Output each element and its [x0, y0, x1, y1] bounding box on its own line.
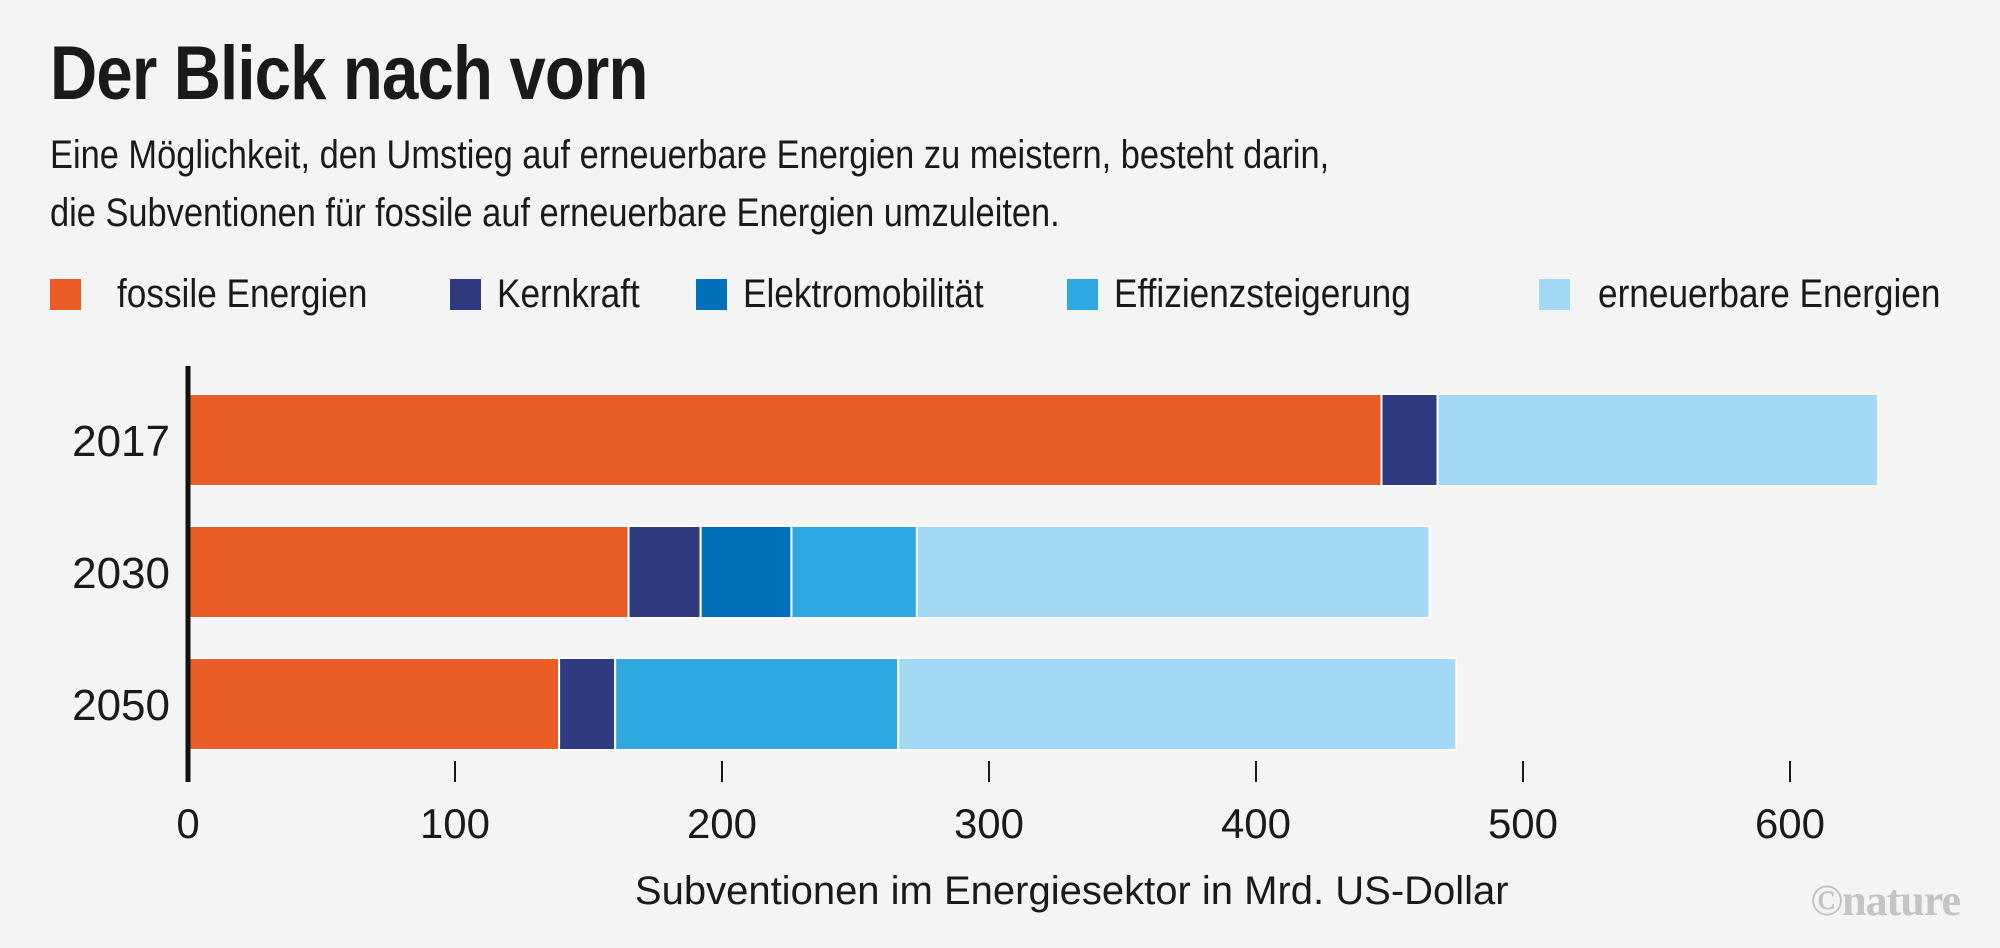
chart-legend: fossile Energien Kernkraft Elektromobili… — [50, 268, 1950, 320]
legend-swatch-erneuerbare-energien — [1539, 278, 1570, 310]
x-tick-label-300: 300 — [954, 800, 1024, 847]
bar-2017-kernkraft — [1380, 393, 1439, 487]
bar-2050-kernkraft — [558, 657, 617, 751]
legend-swatch-effizienzsteigerung — [1067, 278, 1098, 310]
bar-2030-erneuerbare-energien — [915, 525, 1431, 619]
legend-item-effizienzsteigerung: Effizienzsteigerung — [1067, 268, 1451, 320]
x-tick-label-500: 500 — [1488, 800, 1558, 847]
category-label-2030: 2030 — [72, 549, 170, 598]
subtitle-line-1: Eine Möglichkeit, den Umstieg auf erneue… — [50, 133, 1330, 177]
nature-credit: ©nature — [1810, 876, 1961, 925]
bar-2050-erneuerbare-energien — [897, 657, 1458, 751]
legend-item-fossile-energien: fossile Energien — [50, 268, 402, 320]
legend-swatch-fossile-energien — [50, 278, 81, 310]
bar-2030-fossile-energien — [187, 525, 630, 619]
legend-item-kernkraft: Kernkraft — [450, 268, 659, 320]
legend-swatch-kernkraft — [450, 278, 481, 310]
legend-label-effizienzsteigerung: Effizienzsteigerung — [1114, 271, 1411, 316]
bar-2017-erneuerbare-energien — [1436, 393, 1880, 487]
bar-2030-kernkraft — [627, 525, 702, 619]
x-tick-label-600: 600 — [1755, 800, 1825, 847]
x-tick-label-100: 100 — [420, 800, 490, 847]
legend-label-erneuerbare-energien: erneuerbare Energien — [1598, 271, 1941, 316]
x-tick-label-400: 400 — [1221, 800, 1291, 847]
chart-subtitle: Eine Möglichkeit, den Umstieg auf erneue… — [50, 126, 1329, 242]
x-tick-label-200: 200 — [687, 800, 757, 847]
bar-2030-elektromobilitaet — [699, 525, 793, 619]
bar-2050-effizienzsteigerung — [614, 657, 900, 751]
chart-title: Der Blick nach vorn — [50, 31, 648, 116]
bar-2050-fossile-energien — [187, 657, 561, 751]
x-tick-label-0: 0 — [176, 800, 199, 847]
category-label-2050: 2050 — [72, 681, 170, 730]
x-axis-title: Subventionen im Energiesektor in Mrd. US… — [635, 869, 1509, 913]
category-label-2017: 2017 — [72, 417, 170, 466]
subtitle-line-2: die Subventionen für fossile auf erneuer… — [50, 191, 1060, 235]
legend-label-elektromobilitaet: Elektromobilität — [743, 271, 984, 316]
legend-swatch-elektromobilitaet — [696, 278, 727, 310]
legend-label-kernkraft: Kernkraft — [497, 271, 640, 316]
bar-2017-fossile-energien — [187, 393, 1383, 487]
legend-item-erneuerbare-energien: erneuerbare Energien — [1539, 268, 1987, 320]
legend-label-fossile-energien: fossile Energien — [117, 271, 368, 316]
legend-item-elektromobilitaet: Elektromobilität — [696, 268, 1016, 320]
bar-2030-effizienzsteigerung — [790, 525, 918, 619]
